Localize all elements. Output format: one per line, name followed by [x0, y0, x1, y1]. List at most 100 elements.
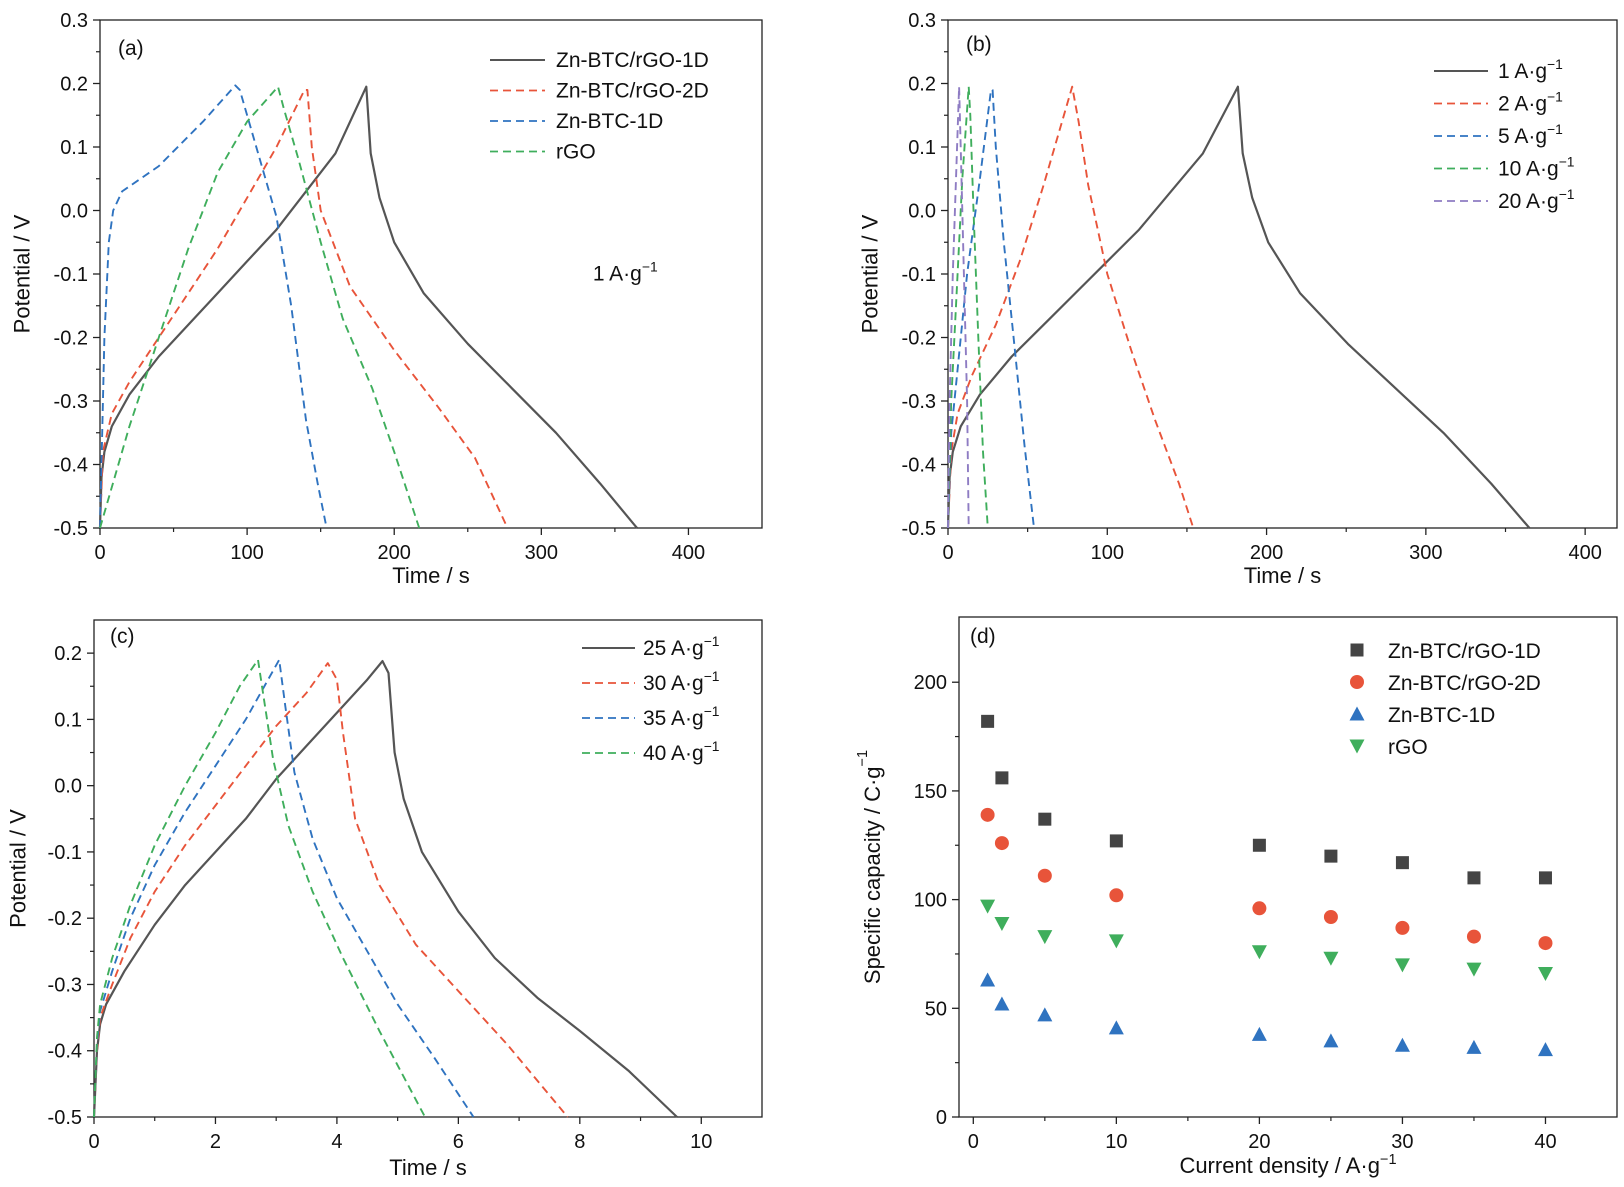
data-point [1252, 901, 1267, 916]
y-tick-label: 150 [914, 781, 947, 803]
x-tick-label: 6 [453, 1131, 464, 1153]
legend-label: rGO [556, 141, 596, 164]
data-point [1394, 1037, 1410, 1052]
y-tick-label: 0.1 [908, 137, 936, 159]
legend-marker [1349, 706, 1365, 721]
series-line [946, 85, 1531, 529]
legend-label: 2 A·g−1 [1498, 89, 1563, 116]
y-tick-label: -0.4 [54, 455, 88, 477]
data-point [1537, 1042, 1553, 1057]
data-point [1323, 910, 1338, 924]
data-point [980, 899, 996, 914]
y-tick-label: -0.5 [902, 518, 936, 540]
data-point [1323, 1033, 1339, 1048]
series-line [947, 88, 1035, 529]
data-point [1037, 930, 1053, 945]
y-tick-label: 0.2 [908, 74, 936, 96]
data-point [1324, 849, 1338, 863]
legend-label: Zn-BTC-1D [1388, 704, 1495, 727]
y-tick-label: 200 [914, 672, 947, 694]
legend-marker [1350, 675, 1364, 689]
series-line [93, 662, 569, 1118]
panel-b-charge-discharge-rates: 0 100 200 300 400 -0.5 -0.4 -0.3 -0.2 -0.1 0.0 0.1 0… [858, 10, 1618, 588]
legend-label: 35 A·g−1 [643, 703, 720, 730]
data-point [1108, 1020, 1124, 1035]
x-tick-label: 0 [88, 1131, 99, 1153]
data-point [980, 972, 996, 987]
x-tick-label: 10 [690, 1131, 712, 1153]
y-tick-label: -0.3 [48, 974, 82, 996]
y-tick-label: 0 [936, 1107, 947, 1129]
legend-label: 20 A·g−1 [1498, 186, 1575, 213]
x-tick-label: 200 [1250, 542, 1283, 564]
legend-marker [1349, 739, 1365, 754]
data-point [1538, 936, 1553, 951]
y-tick-label: 0.3 [60, 10, 88, 32]
y-tick-label: -0.3 [902, 391, 936, 413]
legend-label: Zn-BTC/rGO-2D [1388, 672, 1541, 695]
x-tick-label: 4 [331, 1131, 342, 1153]
x-axis-label: Current density / A·g−1 [1179, 1152, 1396, 1178]
x-tick-label: 40 [1534, 1131, 1556, 1153]
x-tick-label: 30 [1391, 1131, 1413, 1153]
x-tick-label: 20 [1248, 1131, 1270, 1153]
y-tick-label: -0.4 [902, 455, 936, 477]
series-line [99, 84, 328, 529]
panel-c-charge-discharge-high-rates: 0 2 4 6 8 10 -0.5 -0.4 -0.3 -0.2 -0.1 0.0 0.1 0.2 Time… [6, 619, 763, 1180]
y-axis-label: Potential / V [10, 214, 35, 333]
data-point [981, 714, 995, 728]
series-line [98, 85, 638, 529]
data-point [1252, 838, 1266, 852]
legend-label: 40 A·g−1 [643, 738, 720, 765]
series-line [99, 85, 421, 529]
plot-frame [958, 616, 1618, 1118]
series-line [947, 85, 989, 529]
x-tick-label: 400 [672, 542, 705, 564]
x-tick-label: 2 [210, 1131, 221, 1153]
x-tick-label: 100 [1091, 542, 1124, 564]
x-axis-label: Time / s [1244, 563, 1321, 588]
y-tick-label: -0.2 [54, 328, 88, 350]
data-point [1394, 958, 1410, 973]
y-tick-label: -0.1 [48, 842, 82, 864]
y-tick-label: 100 [914, 890, 947, 912]
x-tick-label: 0 [968, 1131, 979, 1153]
y-tick-label: -0.3 [54, 391, 88, 413]
legend-label: 25 A·g−1 [643, 633, 720, 660]
y-tick-label: -0.5 [54, 518, 88, 540]
data-point [994, 917, 1010, 932]
x-axis-label: Time / s [389, 1155, 466, 1180]
x-tick-label: 0 [942, 542, 953, 564]
y-axis-label: Potential / V [6, 809, 31, 928]
data-point [1037, 868, 1052, 883]
series-line [947, 85, 970, 529]
y-tick-label: -0.1 [902, 264, 936, 286]
y-tick-label: 0.0 [60, 201, 88, 223]
data-point [1037, 1007, 1053, 1022]
data-point [1538, 871, 1552, 885]
data-point [1038, 812, 1052, 826]
y-tick-label: 0.2 [60, 74, 88, 96]
y-axis-label: Potential / V [858, 214, 883, 333]
series-line [93, 658, 475, 1118]
legend-label: 1 A·g−1 [1498, 56, 1563, 83]
x-tick-label: 400 [1568, 542, 1601, 564]
panel-d-specific-capacity-scatter: 0 10 20 30 40 0 50 100 150 200 Current density / A… [855, 616, 1618, 1178]
legend-label: Zn-BTC-1D [556, 110, 663, 133]
data-point [1109, 834, 1123, 848]
legend-label: 5 A·g−1 [1498, 121, 1563, 148]
data-point [1251, 1026, 1267, 1041]
series-line [99, 88, 509, 529]
y-tick-label: -0.5 [48, 1107, 82, 1129]
legend-marker [1350, 643, 1364, 657]
data-point [1537, 967, 1553, 982]
data-point [1466, 929, 1481, 944]
panel-a-charge-discharge-samples: 0 100 200 300 400 -0.5 -0.4 -0.3 -0.2 -0.1 0.0 0.1 0… [10, 10, 763, 588]
data-point [1251, 945, 1267, 960]
panel-tag: (c) [110, 625, 135, 648]
y-tick-label: 0.1 [54, 709, 82, 731]
data-point [1109, 888, 1124, 903]
data-point [1466, 1039, 1482, 1054]
data-point [1466, 962, 1482, 977]
